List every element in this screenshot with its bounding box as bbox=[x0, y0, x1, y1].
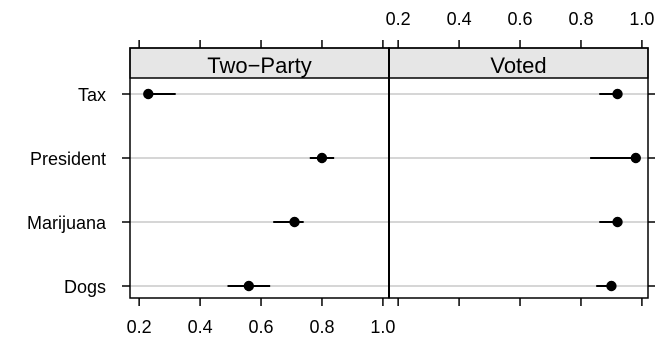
point-dogs bbox=[243, 280, 255, 292]
y-category-label: President bbox=[30, 149, 106, 169]
point-president bbox=[316, 152, 328, 164]
point-marijuana bbox=[289, 216, 300, 228]
point-marijuana bbox=[612, 216, 623, 228]
x-tick-label-bottom: 0.4 bbox=[188, 317, 213, 337]
panel-background bbox=[389, 48, 648, 298]
x-tick-label-top: 0.4 bbox=[447, 9, 472, 29]
x-tick-label-top: 0.8 bbox=[568, 9, 593, 29]
axes-layer: 0.2 0.4 0.6 0.8 1.0 0.2 0.4 0.6 0.8 1.0 Tax Preside… bbox=[27, 9, 655, 337]
x-tick-label-top: 1.0 bbox=[629, 9, 654, 29]
strip-label: Voted bbox=[490, 53, 546, 78]
x-tick-label-bottom: 0.6 bbox=[249, 317, 274, 337]
x-tick-label-bottom: 1.0 bbox=[370, 317, 395, 337]
y-category-label: Marijuana bbox=[27, 213, 107, 233]
panel-background bbox=[130, 48, 389, 298]
x-tick-label-bottom: 0.8 bbox=[309, 317, 334, 337]
panel-voted: Voted bbox=[388, 47, 649, 299]
point-tax bbox=[143, 88, 154, 100]
point-president bbox=[630, 152, 642, 164]
point-dogs bbox=[606, 280, 617, 292]
strip-label: Two−Party bbox=[207, 53, 312, 78]
panels-layer: Two−Party Voted bbox=[129, 47, 649, 299]
x-tick-label-top: 0.6 bbox=[508, 9, 533, 29]
y-category-label: Tax bbox=[78, 85, 106, 105]
panel-two-party: Two−Party bbox=[129, 47, 390, 299]
x-tick-label-bottom: 0.2 bbox=[127, 317, 152, 337]
point-tax bbox=[612, 88, 623, 100]
x-tick-label-top: 0.2 bbox=[386, 9, 411, 29]
y-category-label: Dogs bbox=[64, 277, 106, 297]
